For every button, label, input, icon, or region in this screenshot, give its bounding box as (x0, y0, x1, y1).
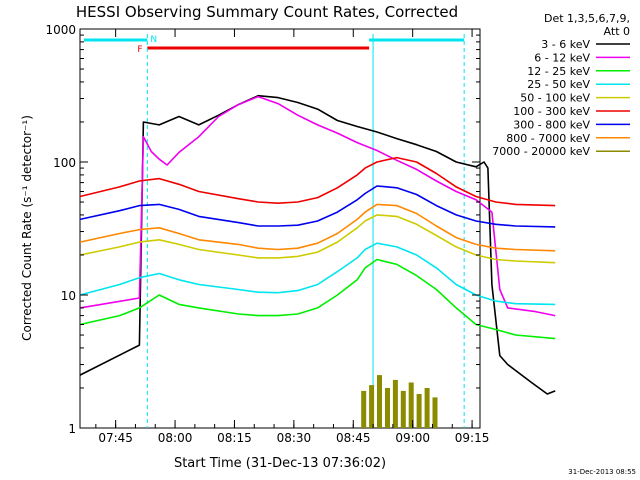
chart-title: HESSI Observing Summary Count Rates, Cor… (76, 3, 458, 21)
legend-label-5: 100 - 300 keV (513, 105, 590, 118)
x-tick-label-1: 08:00 (158, 431, 193, 445)
high-energy-bin-5 (400, 390, 406, 428)
x-axis-label: Start Time (31-Dec-13 07:36:02) (174, 456, 386, 471)
series-line-3 (79, 242, 556, 306)
high-energy-bin-1 (369, 385, 375, 428)
legend-label-1: 6 - 12 keV (534, 51, 590, 64)
series-line-2 (79, 258, 556, 340)
legend-label-2: 12 - 25 keV (527, 65, 590, 78)
plot-frame (79, 28, 481, 429)
series-line-5 (79, 156, 556, 207)
marker-label: N (150, 35, 157, 45)
high-energy-bin-3 (385, 388, 390, 428)
y-tick-label-1: 10 (61, 289, 76, 303)
x-tick-label-6: 09:15 (455, 431, 490, 445)
series-lines (79, 94, 556, 395)
x-tick-label-4: 08:45 (336, 431, 371, 445)
y-axis-label: Corrected Count Rate (s⁻¹ detector⁻¹) (20, 115, 34, 341)
high-energy-bin-9 (432, 397, 438, 428)
x-tick-label-2: 08:15 (217, 431, 252, 445)
series-line-6 (79, 185, 556, 228)
legend-label-8: 7000 - 20000 keV (492, 145, 590, 158)
high-energy-bin-7 (416, 394, 422, 428)
x-tick-label-3: 08:30 (277, 431, 312, 445)
y-tick-label-2: 100 (53, 156, 76, 170)
y-tick-label-3: 1000 (45, 23, 76, 37)
high-energy-bin-2 (377, 375, 382, 428)
series-line-4 (79, 214, 556, 264)
high-energy-bin-0 (361, 390, 367, 428)
observing-state-bars: FN (83, 34, 465, 428)
state-bar-label: F (137, 45, 142, 55)
series-line-7 (79, 203, 556, 252)
legend-label-7: 800 - 7000 keV (506, 132, 590, 145)
axes: 07:45 08:00 08:15 08:30 08:45 09:00 09:15 1 10 10… (45, 23, 489, 445)
x-tick-label-5: 09:00 (395, 431, 430, 445)
legend-label-0: 3 - 6 keV (541, 38, 590, 51)
legend-header-0: Det 1,3,5,6,7,9, (544, 12, 630, 25)
legend-label-6: 300 - 800 keV (513, 118, 590, 131)
legend-label-3: 25 - 50 keV (527, 78, 590, 91)
high-energy-bin-4 (392, 379, 398, 428)
legend-header-1: Att 0 (604, 25, 630, 38)
legend-label-4: 50 - 100 keV (520, 92, 590, 105)
high-energy-bin-8 (424, 388, 430, 428)
high-energy-bins (361, 375, 438, 428)
x-tick-label-0: 07:45 (98, 431, 133, 445)
series-line-1 (79, 95, 556, 317)
high-energy-bin-6 (408, 382, 414, 428)
y-tick-label-0: 1 (68, 422, 76, 436)
footer-date: 31-Dec-2013 08:55 (568, 468, 636, 476)
series-line-0 (79, 94, 556, 395)
